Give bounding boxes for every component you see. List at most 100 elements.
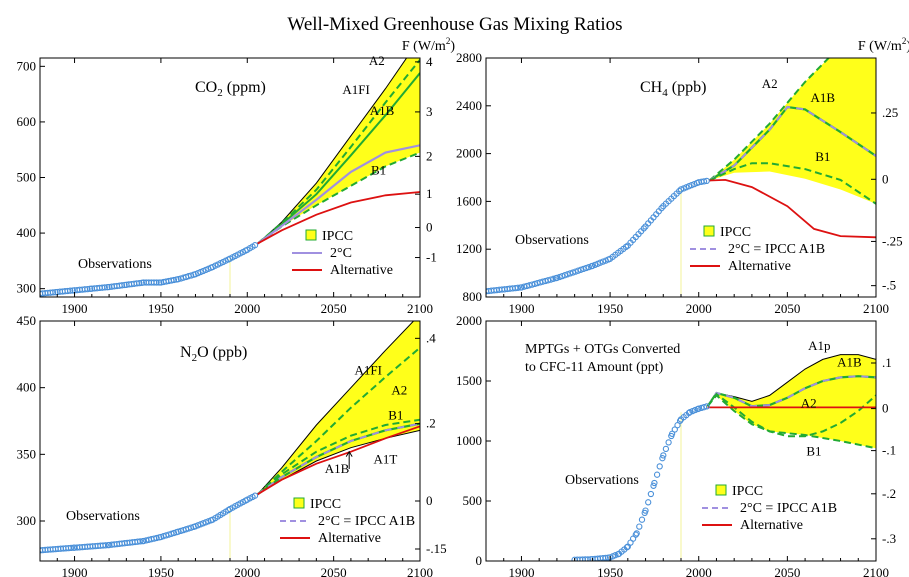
legend-label: 2°C: [330, 246, 352, 261]
observation-point: [700, 178, 708, 185]
right-tick-label: 3: [426, 104, 433, 119]
legend-label: 2°C = IPCC A1B: [740, 501, 837, 516]
right-tick-label: 2: [426, 148, 433, 163]
observation-point: [580, 265, 587, 273]
x-tick-label: 1950: [148, 565, 174, 577]
observation-point: [67, 287, 74, 294]
right-tick-label: -1: [426, 250, 437, 265]
right-tick-label: .1: [882, 355, 892, 370]
right-axis-title: F (W/m2): [402, 36, 455, 54]
legend-label: IPCC: [720, 225, 751, 240]
scenario-label-b1: B1: [371, 163, 386, 178]
legend-swatch-ipcc: [293, 497, 305, 509]
y-tick-label: 350: [17, 446, 37, 461]
legend-label: IPCC: [732, 484, 763, 499]
scenario-label-a1p: A1p: [808, 338, 830, 353]
series-mptg-a1b-overlay: [706, 375, 876, 408]
y-tick-label: 600: [17, 114, 37, 129]
scenario-label-a1b: A1B: [370, 103, 395, 118]
scenario-label-a1t: A1T: [374, 452, 398, 467]
plot-area-ch4: [486, 58, 876, 297]
ipcc-band-ch4: [709, 58, 876, 204]
observation-point: [544, 277, 552, 284]
ipcc-band-co2: [257, 58, 420, 244]
observation-point: [633, 530, 640, 537]
observation-point: [49, 289, 57, 296]
plot-area-mptg: [571, 354, 876, 561]
y-tick-label: 400: [17, 380, 37, 395]
x-tick-label: 2100: [407, 301, 433, 316]
scenario-label-a1fi: A1FI: [354, 362, 381, 377]
y-tick-label: 700: [17, 58, 37, 73]
x-tick-label: 1900: [508, 301, 534, 316]
observation-point: [662, 445, 670, 453]
y-tick-label: 2000: [456, 313, 482, 328]
observation-point: [137, 538, 144, 545]
scenario-label-a1b: A1B: [325, 461, 350, 476]
series-ch4-b1: [708, 162, 876, 205]
y-tick-label: 800: [463, 289, 483, 304]
y-tick-label: 0: [476, 553, 483, 568]
x-tick-label: 2000: [686, 301, 712, 316]
scenario-label-a1fi: A1FI: [342, 82, 369, 97]
right-tick-label: -.2: [882, 486, 896, 501]
observation-point: [585, 263, 592, 271]
observation-point: [118, 282, 126, 289]
x-tick-label: 2100: [407, 565, 433, 577]
series-n2o-a1b-overlay: [257, 422, 420, 496]
panel-label-line1: MPTGs + OTGs Converted: [525, 342, 680, 357]
y-tick-label: 2800: [456, 50, 482, 65]
legend-label: Alternative: [740, 518, 803, 533]
x-tick-label: 1950: [597, 565, 623, 577]
observation-point: [640, 225, 647, 232]
right-tick-label: 4: [426, 54, 433, 69]
observation-point: [572, 268, 579, 275]
observation-point: [584, 556, 592, 561]
scenario-label-b1: B1: [806, 443, 821, 458]
panel-mptg: 1900 1950 2000 2050 2100 0 500 1000 1500 2000 .1 0 -…: [456, 313, 896, 577]
observation-point: [564, 271, 571, 278]
legend-swatch-ipcc: [715, 484, 727, 496]
observation-point: [84, 285, 91, 293]
observation-point: [559, 272, 566, 280]
observations-label: Observations: [515, 233, 589, 248]
series-n2o-alternative: [257, 425, 420, 496]
right-axis-title: F (W/m2): [858, 36, 909, 54]
observation-point: [553, 274, 561, 282]
observation-point: [636, 523, 643, 530]
observation-point: [170, 276, 178, 284]
observation-point: [671, 426, 678, 433]
plot-area-n2o: [40, 321, 420, 561]
observation-point: [674, 422, 681, 429]
right-tick-label: .25: [882, 105, 898, 120]
observations-label: Observations: [66, 509, 140, 524]
series-ch4-alternative: [709, 178, 876, 239]
observation-point: [153, 534, 160, 542]
observation-point: [685, 409, 693, 417]
observation-point: [659, 455, 666, 462]
x-tick-label: 2050: [774, 565, 800, 577]
observation-point: [67, 544, 75, 552]
panel-label-line2: to CFC-11 Amount (ppt): [525, 360, 664, 375]
x-tick-label: 1900: [508, 565, 534, 577]
y-tick-label: 450: [17, 313, 37, 328]
y-tick-label: 300: [17, 513, 37, 528]
y-tick-label: 2000: [456, 146, 482, 161]
a1b-arrow-head: [345, 450, 353, 457]
x-tick-label: 1900: [62, 301, 88, 316]
observation-point: [651, 479, 658, 487]
right-tick-label: .4: [426, 330, 436, 345]
panel-ch4: 1900 1950 2000 2050 2100 800 1200 1600 2000 2400 2…: [456, 36, 909, 316]
x-tick-label: 2050: [774, 301, 800, 316]
observations-label: Observations: [565, 473, 639, 488]
x-tick-label: 1950: [597, 301, 623, 316]
right-tick-label: -.3: [882, 531, 896, 546]
observation-point: [668, 430, 676, 437]
scenario-label-a2: A2: [762, 76, 778, 91]
y-tick-label: 1500: [456, 373, 482, 388]
y-tick-label: 2400: [456, 98, 482, 113]
right-tick-label: -.25: [882, 233, 903, 248]
right-tick-label: 0: [426, 220, 433, 235]
